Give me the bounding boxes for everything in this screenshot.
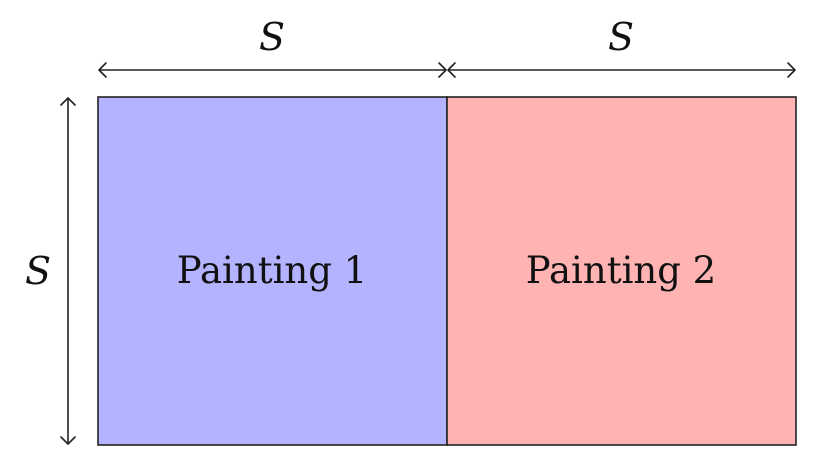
top-left-dimension-label: S (259, 15, 285, 59)
top-right-dimension: S (447, 15, 796, 78)
top-right-dimension-label: S (608, 15, 634, 59)
painting-1-label: Painting 1 (177, 249, 367, 292)
top-left-dimension-arrow-right (438, 62, 447, 78)
painting-2-label: Painting 2 (526, 249, 716, 292)
painting-2-panel: Painting 2 (446, 96, 797, 446)
painting-2-rect (446, 96, 797, 446)
left-dimension-arrow-bottom (60, 436, 76, 445)
top-right-dimension-arrow-left (447, 62, 456, 78)
top-left-dimension-arrow-left (98, 62, 107, 78)
left-dimension-label: S (25, 249, 51, 293)
top-right-dimension-arrow-right (787, 62, 796, 78)
painting-1-panel: Painting 1 (97, 96, 448, 446)
left-dimension: S (25, 97, 76, 445)
top-left-dimension: S (98, 15, 447, 78)
left-dimension-arrow-top (60, 97, 76, 106)
